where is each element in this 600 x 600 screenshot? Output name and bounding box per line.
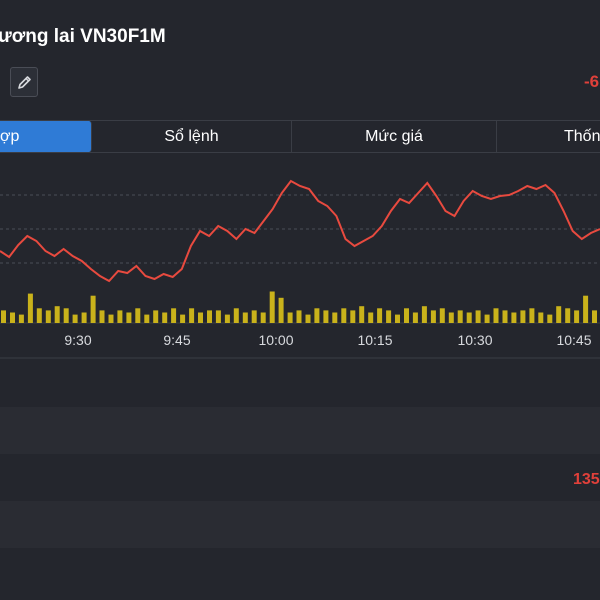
tab-price-level[interactable]: Mức giá [292, 121, 497, 152]
volume-bar [81, 312, 87, 323]
tab-label: ợp [0, 128, 20, 145]
volume-bar [430, 310, 436, 323]
volume-bar [242, 312, 248, 323]
data-rows [0, 360, 600, 600]
volume-bar [448, 312, 454, 323]
volume-bars [1, 291, 597, 323]
list-item [0, 407, 600, 454]
header: ương lai VN30F1M -6 [0, 0, 600, 120]
tab-label: Thống [564, 128, 600, 145]
volume-bar [260, 312, 266, 323]
volume-bar [180, 314, 186, 323]
volume-bar [466, 312, 472, 323]
volume-bar [278, 297, 284, 323]
volume-bar [341, 308, 347, 323]
volume-bar [198, 312, 203, 323]
x-tick-label: 10:00 [258, 332, 293, 348]
tab-label: Mức giá [365, 128, 423, 145]
tab-statistics[interactable]: Thống [497, 121, 600, 152]
price-change: -6 [584, 72, 600, 91]
volume-bar [520, 310, 526, 323]
volume-bar [162, 312, 168, 323]
volume-bar [538, 312, 544, 323]
volume-bar [395, 314, 400, 323]
volume-bar [18, 314, 24, 323]
volume-bar [439, 308, 445, 323]
volume-bar [574, 310, 580, 323]
volume-bar [484, 314, 490, 323]
volume-bar [529, 308, 535, 323]
volume-bar [296, 310, 302, 323]
volume-bar [359, 306, 365, 323]
volume-bar [368, 312, 374, 323]
intraday-chart: 9:30 9:45 10:00 10:15 10:30 10:45 [0, 153, 600, 359]
volume-bar [386, 310, 392, 323]
volume-bar [583, 295, 589, 323]
volume-bar [135, 308, 141, 323]
volume-bar [457, 310, 463, 323]
tab-bar: ợp Sổ lệnh Mức giá Thống [0, 120, 600, 153]
tab-matched-orders[interactable]: ợp [0, 121, 92, 152]
tab-label: Sổ lệnh [164, 128, 219, 145]
volume-bar [27, 293, 33, 323]
volume-bar [36, 308, 42, 323]
volume-bar [54, 306, 60, 323]
edit-button[interactable] [10, 67, 38, 97]
volume-bar [45, 310, 51, 323]
x-tick-label: 10:45 [556, 332, 591, 348]
volume-bar [171, 308, 177, 323]
volume-bar [117, 310, 123, 323]
price-chart-svg: 9:30 9:45 10:00 10:15 10:30 10:45 [0, 179, 600, 359]
volume-bar [592, 310, 597, 323]
x-tick-label: 9:45 [163, 332, 190, 348]
list-item [0, 454, 600, 501]
x-tick-labels: 9:30 9:45 10:00 10:15 10:30 10:45 [64, 332, 591, 348]
price-line [0, 179, 600, 283]
list-item [0, 360, 600, 407]
volume-bar [90, 295, 96, 323]
volume-bar [547, 314, 553, 323]
volume-bar [511, 312, 517, 323]
volume-bar [189, 308, 195, 323]
volume-bar [305, 314, 311, 323]
volume-bar [332, 312, 338, 323]
volume-bar [72, 314, 78, 323]
volume-bar [126, 312, 132, 323]
volume-bar [323, 310, 329, 323]
x-tick-label: 10:30 [457, 332, 492, 348]
volume-bar [377, 308, 383, 323]
row-value: 135 [573, 471, 600, 488]
list-item [0, 501, 600, 548]
volume-bar [287, 312, 293, 323]
volume-bar [421, 306, 427, 323]
volume-bar [475, 310, 481, 323]
volume-bar [207, 310, 212, 323]
volume-bar [493, 308, 499, 323]
volume-bar [314, 308, 320, 323]
volume-bar [224, 314, 230, 323]
volume-bar [412, 312, 418, 323]
volume-bar [10, 312, 15, 323]
volume-bar [350, 310, 356, 323]
volume-bar [215, 310, 221, 323]
x-tick-label: 10:15 [357, 332, 392, 348]
tab-order-book[interactable]: Sổ lệnh [92, 121, 292, 152]
volume-bar [108, 314, 114, 323]
list-item [0, 548, 600, 595]
volume-bar [404, 308, 409, 323]
volume-bar [556, 306, 562, 323]
volume-bar [269, 291, 275, 323]
volume-bar [502, 310, 508, 323]
volume-bar [251, 310, 257, 323]
x-tick-label: 9:30 [64, 332, 91, 348]
volume-bar [153, 310, 159, 323]
volume-bar [565, 308, 571, 323]
volume-bar [63, 308, 69, 323]
page-title: ương lai VN30F1M [0, 26, 166, 47]
volume-bar [233, 308, 239, 323]
volume-bar [1, 310, 6, 323]
pencil-icon [18, 76, 31, 89]
volume-bar [144, 314, 150, 323]
volume-bar [99, 310, 105, 323]
